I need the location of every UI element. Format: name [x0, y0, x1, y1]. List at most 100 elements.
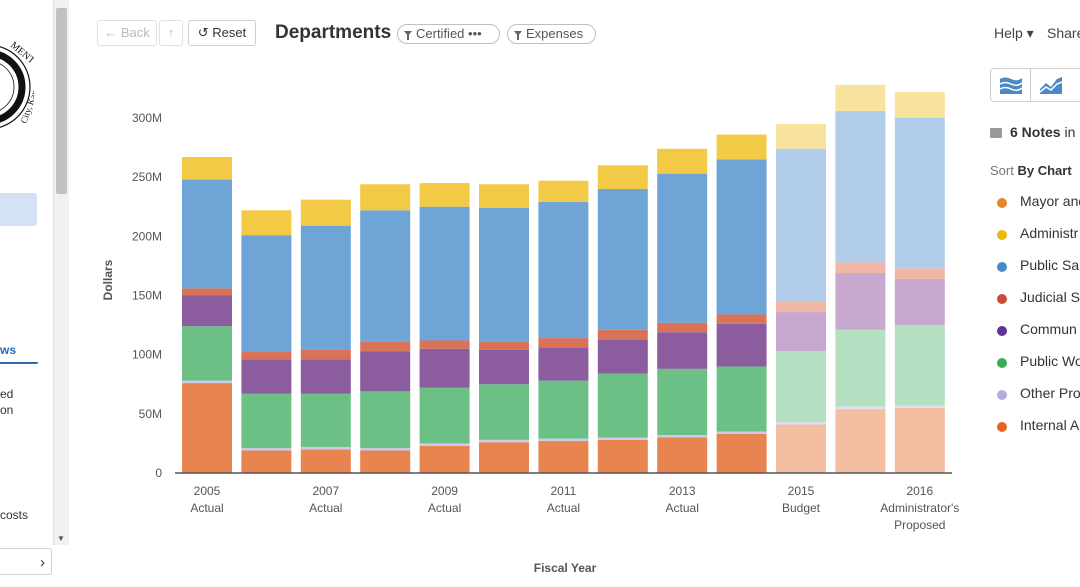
- help-menu[interactable]: Help ▾: [994, 25, 1034, 41]
- bar-segment[interactable]: [716, 159, 767, 315]
- bar-segment[interactable]: [479, 384, 529, 440]
- bar-segment[interactable]: [716, 433, 767, 473]
- bar-segment[interactable]: [835, 262, 886, 274]
- bar-segment[interactable]: [300, 449, 351, 473]
- bar-stack[interactable]: [300, 199, 351, 473]
- more-dots-icon[interactable]: •••: [468, 26, 482, 41]
- bar-segment[interactable]: [835, 409, 886, 473]
- bar-segment[interactable]: [300, 393, 351, 447]
- bar-segment[interactable]: [479, 341, 529, 350]
- bar-segment[interactable]: [360, 351, 411, 392]
- bar-segment[interactable]: [479, 442, 529, 473]
- bar-segment[interactable]: [776, 422, 826, 425]
- bar-stack[interactable]: [241, 210, 292, 473]
- bar-segment[interactable]: [597, 339, 648, 374]
- bar-stack[interactable]: [479, 184, 529, 473]
- bar-segment[interactable]: [657, 368, 708, 436]
- bar-segment[interactable]: [241, 351, 292, 360]
- sidebar-views-tab[interactable]: ws: [0, 343, 17, 357]
- sort-control[interactable]: Sort By Chart: [990, 163, 1072, 178]
- bar-segment[interactable]: [597, 189, 648, 330]
- bar-stack[interactable]: [835, 84, 886, 473]
- bar-segment[interactable]: [894, 268, 945, 279]
- bar-segment[interactable]: [360, 448, 411, 451]
- bar-segment[interactable]: [419, 445, 470, 473]
- bar-segment[interactable]: [360, 391, 411, 449]
- bar-segment[interactable]: [538, 202, 589, 339]
- bar-segment[interactable]: [419, 340, 470, 349]
- bar-segment[interactable]: [300, 225, 351, 350]
- bar-segment[interactable]: [182, 157, 232, 180]
- bar-stack[interactable]: [776, 123, 826, 473]
- filter-certified-pill[interactable]: Certified •••: [397, 24, 500, 44]
- bar-segment[interactable]: [182, 288, 232, 296]
- bar-segment[interactable]: [597, 439, 648, 473]
- bar-segment[interactable]: [360, 210, 411, 342]
- scrollbar-thumb[interactable]: [56, 8, 67, 194]
- sidebar-selected-item[interactable]: [0, 193, 37, 226]
- bar-segment[interactable]: [241, 210, 292, 236]
- bar-stack[interactable]: [538, 180, 589, 473]
- bar-segment[interactable]: [894, 325, 945, 406]
- filter-expenses-pill[interactable]: Expenses: [507, 24, 596, 44]
- chart-type-toggle[interactable]: [990, 68, 1080, 102]
- bar-segment[interactable]: [835, 110, 886, 263]
- bar-segment[interactable]: [360, 341, 411, 352]
- bar-segment[interactable]: [657, 148, 708, 174]
- bar-segment[interactable]: [538, 438, 589, 442]
- bar-segment[interactable]: [538, 441, 589, 473]
- bar-segment[interactable]: [419, 387, 470, 444]
- bar-segment[interactable]: [360, 450, 411, 473]
- back-button[interactable]: ← Back: [97, 20, 157, 46]
- reset-button[interactable]: ↺ Reset: [188, 20, 256, 46]
- bar-segment[interactable]: [300, 199, 351, 226]
- bar-segment[interactable]: [182, 383, 232, 473]
- bar-segment[interactable]: [241, 393, 292, 449]
- bar-segment[interactable]: [241, 235, 292, 352]
- bar-segment[interactable]: [597, 437, 648, 440]
- bar-segment[interactable]: [241, 450, 292, 473]
- bar-segment[interactable]: [182, 380, 232, 384]
- bar-segment[interactable]: [657, 322, 708, 333]
- bar-segment[interactable]: [894, 118, 945, 269]
- bar-stack[interactable]: [716, 134, 767, 473]
- bar-segment[interactable]: [835, 329, 886, 407]
- bar-stack[interactable]: [597, 165, 648, 473]
- bar-stack[interactable]: [360, 184, 411, 473]
- bar-segment[interactable]: [241, 359, 292, 394]
- bar-segment[interactable]: [538, 347, 589, 381]
- bar-segment[interactable]: [835, 84, 886, 111]
- bar-segment[interactable]: [894, 278, 945, 326]
- bar-segment[interactable]: [776, 312, 826, 352]
- bar-segment[interactable]: [716, 314, 767, 324]
- bar-stack[interactable]: [419, 183, 470, 473]
- bar-segment[interactable]: [776, 148, 826, 302]
- bar-segment[interactable]: [538, 338, 589, 348]
- bar-segment[interactable]: [597, 373, 648, 438]
- bar-segment[interactable]: [776, 301, 826, 313]
- bar-segment[interactable]: [894, 91, 945, 118]
- stacked-area-chart-icon[interactable]: [999, 75, 1023, 95]
- bar-segment[interactable]: [182, 326, 232, 381]
- sidebar-scrollbar[interactable]: ▼: [53, 0, 69, 545]
- bar-segment[interactable]: [538, 380, 589, 439]
- bar-segment[interactable]: [300, 349, 351, 360]
- bar-segment[interactable]: [894, 407, 945, 473]
- bar-segment[interactable]: [419, 183, 470, 207]
- bar-segment[interactable]: [300, 359, 351, 394]
- line-chart-icon[interactable]: [1039, 75, 1063, 95]
- bar-stack[interactable]: [182, 157, 232, 473]
- bar-segment[interactable]: [597, 329, 648, 340]
- bar-segment[interactable]: [776, 424, 826, 473]
- bar-segment[interactable]: [241, 448, 292, 451]
- bar-segment[interactable]: [776, 351, 826, 423]
- bar-segment[interactable]: [419, 206, 470, 341]
- bar-segment[interactable]: [479, 184, 529, 208]
- notes-link[interactable]: 6 Notes in: [990, 124, 1075, 140]
- bar-stack[interactable]: [657, 148, 708, 474]
- bar-segment[interactable]: [419, 443, 470, 446]
- bar-segment[interactable]: [419, 348, 470, 388]
- bar-segment[interactable]: [716, 366, 767, 432]
- bar-segment[interactable]: [657, 437, 708, 474]
- bar-segment[interactable]: [894, 405, 945, 408]
